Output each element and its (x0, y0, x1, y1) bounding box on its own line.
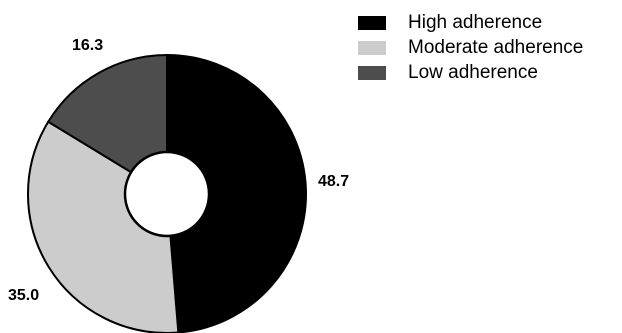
slice-moderate (27, 120, 180, 333)
legend-swatch-low (358, 65, 386, 80)
donut-hole (123, 150, 211, 238)
legend: High adherence Moderate adherence Low ad… (358, 10, 583, 85)
data-label-low: 16.3 (72, 37, 104, 54)
data-label-moderate: 35.0 (8, 287, 40, 304)
slice-high (166, 53, 307, 333)
legend-item-moderate: Moderate adherence (358, 35, 583, 60)
legend-label-moderate: Moderate adherence (408, 36, 584, 58)
legend-item-low: Low adherence (358, 60, 583, 85)
legend-label-low: Low adherence (408, 61, 538, 83)
legend-item-high: High adherence (358, 10, 583, 35)
legend-swatch-moderate (358, 40, 386, 55)
legend-label-high: High adherence (408, 11, 543, 33)
slices-group (27, 53, 307, 333)
slice-low (46, 53, 168, 196)
legend-swatch-high (358, 15, 386, 30)
data-label-high: 48.7 (318, 173, 350, 190)
